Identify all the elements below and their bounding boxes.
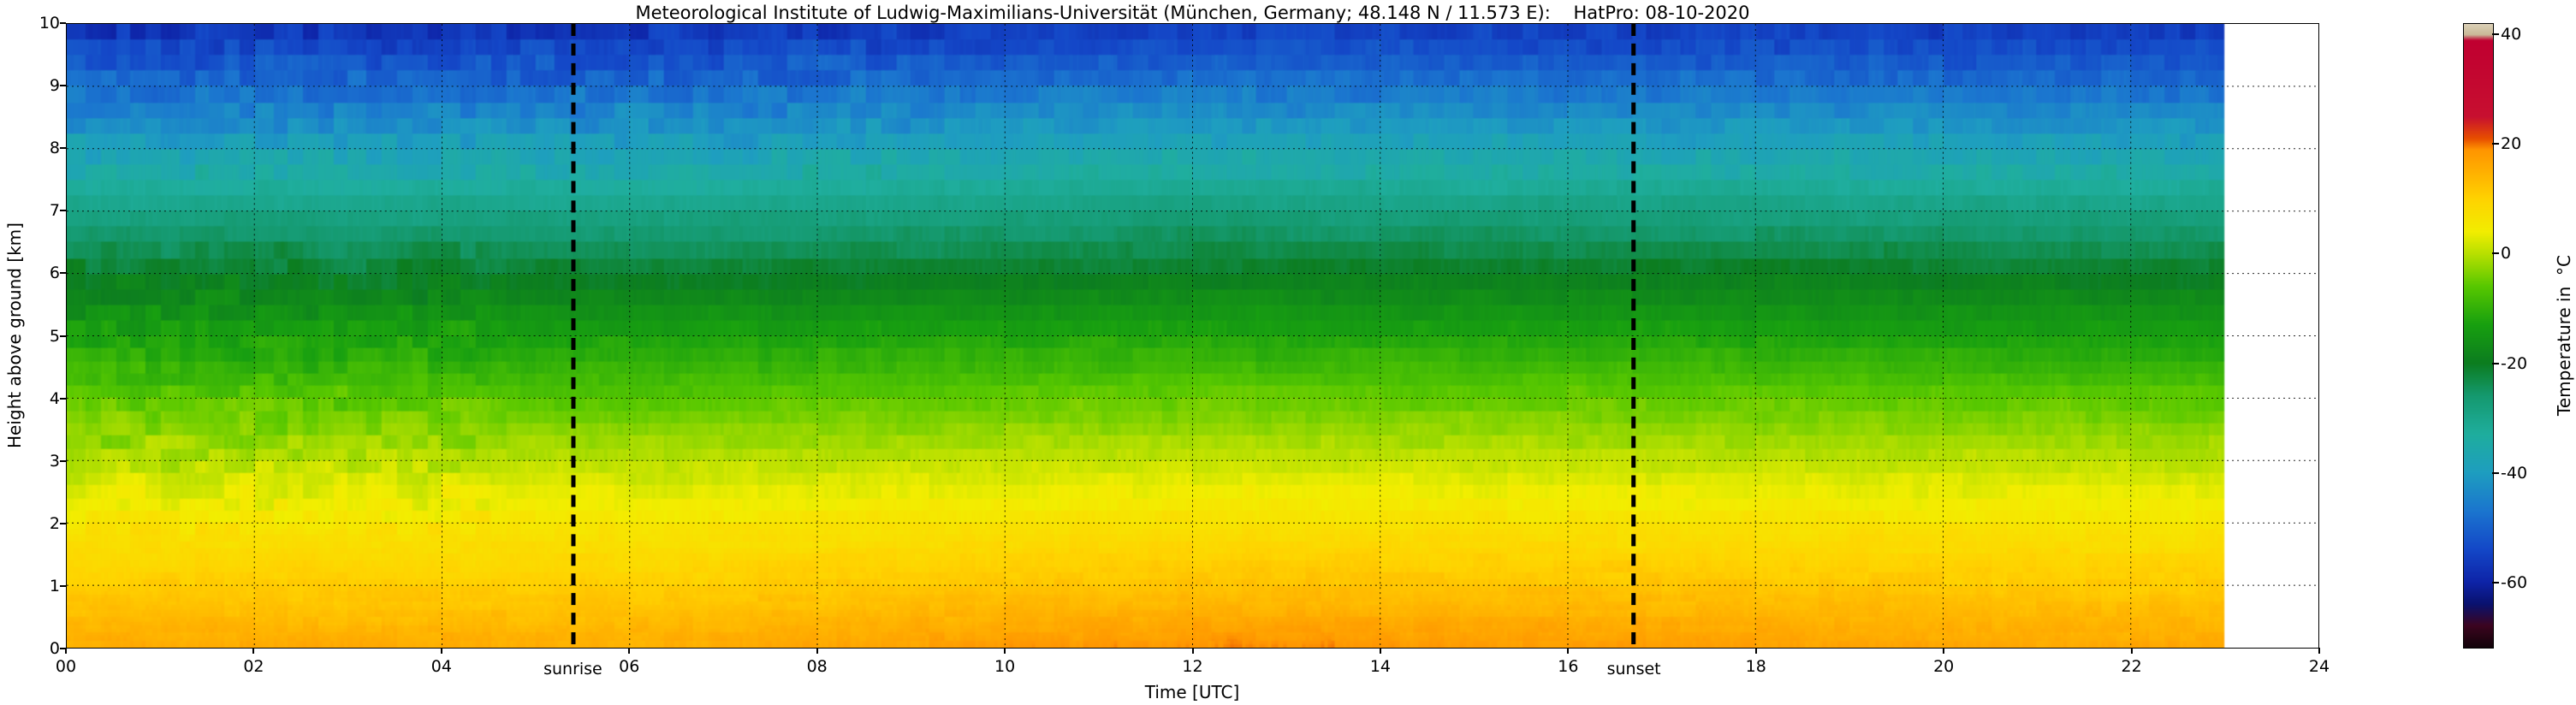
colorbar-tick-label: -60	[2501, 573, 2528, 593]
x-tick-label: 12	[1182, 657, 1203, 676]
colorbar-tick-mark	[2492, 252, 2499, 255]
x-tick-label: 14	[1369, 657, 1391, 676]
sunset-label: sunset	[1606, 660, 1661, 678]
y-tick-label: 4	[49, 388, 60, 408]
y-tick-mark	[60, 85, 66, 87]
y-tick-mark	[60, 210, 66, 212]
x-tick-mark	[816, 648, 818, 654]
y-tick-label: 9	[49, 76, 60, 96]
colorbar-tick-label: 0	[2501, 244, 2512, 264]
y-tick-mark	[60, 522, 66, 524]
x-tick-mark	[628, 648, 631, 654]
x-tick-label: 18	[1745, 657, 1766, 676]
y-tick-mark	[60, 648, 66, 649]
x-axis-label: Time [UTC]	[1144, 682, 1240, 702]
y-tick-label: 1	[49, 576, 60, 595]
grid-overlay	[67, 24, 2318, 648]
y-tick-mark	[60, 22, 66, 24]
colorbar-tick-mark	[2492, 471, 2499, 474]
colorbar-tick-mark	[2492, 33, 2499, 35]
y-tick-mark	[60, 459, 66, 462]
y-tick-label: 5	[49, 326, 60, 346]
y-tick-label: 6	[49, 264, 60, 283]
x-tick-label: 20	[1933, 657, 1955, 676]
y-tick-mark	[60, 272, 66, 275]
y-tick-label: 3	[49, 451, 60, 471]
x-tick-label: 22	[2121, 657, 2142, 676]
y-tick-label: 7	[49, 201, 60, 221]
x-tick-mark	[1004, 648, 1006, 654]
x-tick-label: 24	[2308, 657, 2330, 676]
y-axis-label: Height above ground [km]	[4, 222, 25, 448]
y-tick-label: 2	[49, 513, 60, 533]
y-tick-label: 10	[39, 14, 60, 33]
y-tick-mark	[60, 335, 66, 337]
x-tick-label: 10	[994, 657, 1016, 676]
x-tick-mark	[252, 648, 255, 654]
colorbar-tick-mark	[2492, 362, 2499, 364]
x-tick-mark	[2130, 648, 2133, 654]
x-tick-mark	[65, 648, 67, 654]
x-tick-mark	[1567, 648, 1570, 654]
x-tick-mark	[1754, 648, 1757, 654]
colorbar-tick-mark	[2492, 143, 2499, 145]
x-tick-mark	[1943, 648, 1945, 654]
x-tick-label: 02	[243, 657, 264, 676]
y-tick-label: 8	[49, 139, 60, 158]
chart-title: Meteorological Institute of Ludwig-Maxim…	[635, 3, 1750, 23]
colorbar-tick-label: -20	[2501, 353, 2528, 373]
x-tick-mark	[1191, 648, 1194, 654]
colorbar-canvas	[2464, 24, 2493, 648]
x-tick-mark	[1379, 648, 1381, 654]
x-tick-label: 00	[55, 657, 77, 676]
x-tick-label: 16	[1558, 657, 1579, 676]
colorbar-tick-label: 40	[2501, 24, 2522, 44]
x-tick-mark	[440, 648, 442, 654]
y-tick-mark	[60, 397, 66, 400]
colorbar	[2463, 23, 2494, 649]
x-tick-mark	[2318, 648, 2320, 654]
sunrise-label: sunrise	[543, 660, 602, 678]
colorbar-tick-mark	[2492, 582, 2499, 584]
plot-area	[66, 23, 2319, 649]
colorbar-tick-label: -40	[2501, 463, 2528, 483]
x-tick-label: 04	[430, 657, 452, 676]
y-tick-mark	[60, 584, 66, 587]
x-tick-label: 08	[806, 657, 828, 676]
y-tick-mark	[60, 147, 66, 150]
colorbar-label: Temperature in °C	[2554, 255, 2574, 416]
colorbar-tick-label: 20	[2501, 134, 2522, 154]
x-tick-label: 06	[619, 657, 640, 676]
y-tick-label: 0	[49, 639, 60, 658]
